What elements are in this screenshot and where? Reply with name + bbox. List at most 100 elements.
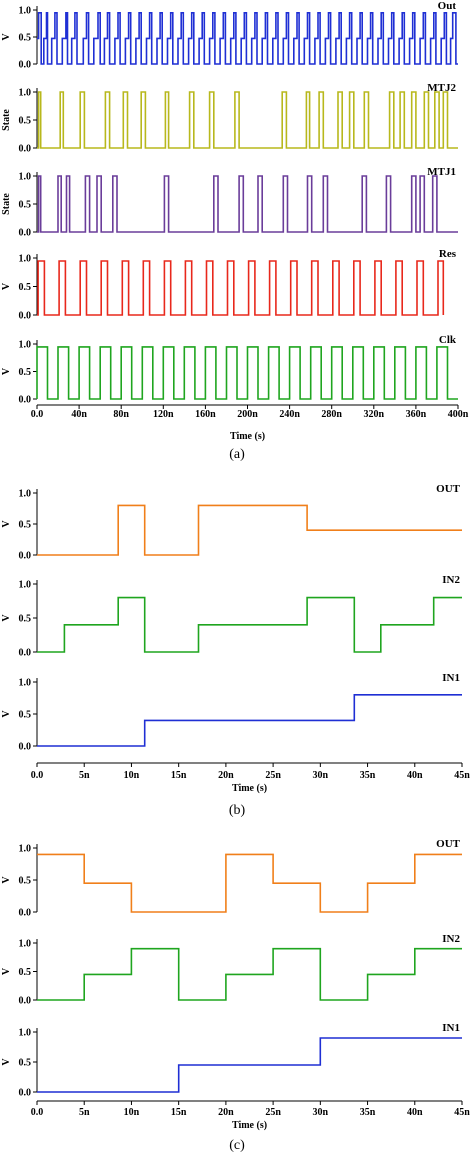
y-tick-label: 1.0 [19, 580, 32, 591]
chart-b: 0.00.51.0VOUT0.00.51.0VIN20.00.51.0VIN10… [1, 483, 470, 818]
y-tick-label: 0.5 [19, 520, 32, 531]
x-tick-label: 20n [218, 1107, 234, 1118]
y-tick-label: 1.0 [19, 340, 32, 351]
x-tick-label: 5n [79, 770, 90, 781]
x-tick-label: 35n [360, 770, 376, 781]
panel-out: 0.0 0.5 1.0 V Out [1, 0, 458, 71]
y-tick-label: 0.5 [19, 614, 32, 625]
y-tick-label: 0.5 [19, 1058, 32, 1069]
x-tick-label: 360n [406, 409, 427, 420]
panel-mtj1: 0.0 0.5 1.0 State MTJ1 [1, 166, 458, 239]
y-tick-label: 1.0 [19, 678, 32, 689]
series-label: Out [438, 0, 457, 12]
x-tick-label: 0.0 [31, 1107, 44, 1118]
series-label: IN2 [442, 574, 460, 586]
x-tick-label: 45n [454, 770, 470, 781]
y-tick-label: 1.0 [19, 6, 32, 17]
x-tick-label: 45n [454, 1107, 470, 1118]
x-tick-label: 10n [124, 770, 140, 781]
x-tick-label: 120n [153, 409, 174, 420]
y-tick-label: 0.5 [19, 967, 32, 978]
series-line-out [37, 853, 462, 913]
x-tick-label: 320n [364, 409, 385, 420]
y-axis-label: V [1, 33, 12, 41]
x-tick-label: 25n [265, 770, 281, 781]
y-tick-label: 1.0 [19, 172, 32, 183]
x-axis-label: Time (s) [230, 431, 265, 442]
y-axis-label: V [1, 614, 12, 622]
x-tick-label: 40n [407, 770, 423, 781]
x-tick-label: 200n [237, 409, 258, 420]
y-tick-label: 1.0 [19, 939, 32, 950]
y-tick-label: 1.0 [19, 1028, 32, 1039]
x-tick-label: 280n [321, 409, 342, 420]
x-tick-label: 40n [71, 409, 87, 420]
y-axis-label: V [1, 876, 12, 884]
x-tick-label: 5n [79, 1107, 90, 1118]
figure-caption: (a) [229, 447, 245, 462]
series-label: OUT [436, 483, 461, 495]
series-line-in1 [37, 1037, 462, 1093]
y-tick-label: 0.0 [19, 228, 32, 239]
y-axis-label: V [1, 520, 12, 528]
y-tick-label: 0.0 [19, 311, 32, 322]
y-axis-label: V [1, 367, 12, 375]
series-label: Res [439, 248, 457, 260]
panel-clk: 0.0 0.5 1.0 V Clk [1, 334, 458, 406]
y-tick-label: 1.0 [19, 844, 32, 855]
panel-in1: 0.0 0.5 1.0 V IN1 [1, 1022, 462, 1099]
x-tick-label: 15n [171, 770, 187, 781]
y-tick-label: 0.0 [19, 60, 32, 71]
x-axis-label: Time (s) [232, 783, 267, 794]
series-line-in2 [37, 596, 462, 653]
x-axis-label: Time (s) [232, 1120, 267, 1131]
x-tick-label: 10n [124, 1107, 140, 1118]
x-tick-label: 15n [171, 1107, 187, 1118]
y-tick-label: 0.0 [19, 648, 32, 659]
y-axis-label: V [1, 282, 12, 290]
y-axis-label: State [1, 109, 12, 131]
figure-caption: (c) [229, 1138, 245, 1153]
series-line-mtj2 [37, 91, 458, 149]
y-tick-label: 0.0 [19, 996, 32, 1007]
y-tick-label: 0.0 [19, 742, 32, 753]
panel-out: 0.0 0.5 1.0 V OUT [1, 483, 462, 562]
series-line-res [37, 260, 445, 316]
x-tick-label: 30n [313, 770, 329, 781]
series-line-out [37, 12, 458, 65]
series-label: MTJ2 [427, 82, 456, 94]
y-tick-label: 0.0 [19, 144, 32, 155]
x-tick-label: 0.0 [31, 770, 44, 781]
y-tick-label: 0.0 [19, 551, 32, 562]
figure-caption: (b) [229, 803, 246, 818]
y-tick-label: 1.0 [19, 489, 32, 500]
panel-in2: 0.0 0.5 1.0 V IN2 [1, 933, 462, 1007]
chart-a: 0.0 0.5 1.0 V Out 0.0 0.5 1.0 State MTJ2 0.0 0.5 1.0… [1, 0, 469, 462]
panel-out: 0.0 0.5 1.0 V OUT [1, 838, 462, 919]
series-label: MTJ1 [427, 166, 456, 178]
y-tick-label: 0.5 [19, 33, 32, 44]
y-tick-label: 0.5 [19, 367, 32, 378]
x-tick-label: 400n [448, 409, 469, 420]
y-tick-label: 0.5 [19, 282, 32, 293]
y-tick-label: 0.5 [19, 710, 32, 721]
y-tick-label: 0.5 [19, 876, 32, 887]
series-line-mtj1 [37, 175, 458, 233]
x-tick-label: 25n [265, 1107, 281, 1118]
x-tick-label: 35n [360, 1107, 376, 1118]
series-line-in1 [37, 693, 462, 747]
y-tick-label: 1.0 [19, 88, 32, 99]
y-axis-label: State [1, 193, 12, 215]
series-label: IN2 [442, 933, 460, 945]
y-tick-label: 0.0 [19, 1088, 32, 1099]
x-tick-label: 160n [195, 409, 216, 420]
x-tick-label: 0.0 [31, 409, 44, 420]
y-tick-label: 0.5 [19, 116, 32, 127]
y-tick-label: 0.0 [19, 395, 32, 406]
y-tick-label: 0.0 [19, 908, 32, 919]
series-line-out [37, 504, 462, 556]
y-tick-label: 1.0 [19, 254, 32, 265]
series-label: Clk [439, 334, 457, 346]
series-line-clk [36, 346, 458, 400]
